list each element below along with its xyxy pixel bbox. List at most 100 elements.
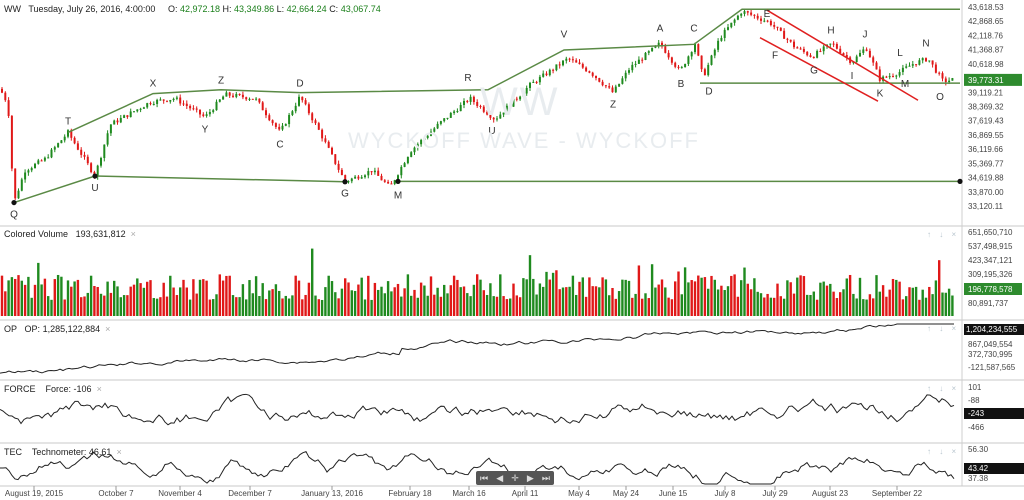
candle-body — [433, 128, 436, 132]
volume-bar — [93, 286, 96, 316]
volume-bar — [855, 298, 858, 316]
candle-body — [634, 63, 637, 65]
candle-body — [621, 78, 624, 84]
volume-bar — [132, 284, 136, 316]
candle-body — [136, 109, 139, 112]
volume-bar — [839, 292, 842, 316]
volume-bar — [162, 282, 165, 316]
candle-body — [397, 175, 399, 181]
candle-body — [30, 168, 33, 171]
volume-bar — [594, 286, 598, 316]
candle-body — [469, 96, 472, 102]
candle-body — [166, 100, 168, 102]
volume-bar — [631, 297, 634, 316]
volume-bar — [561, 287, 565, 316]
volume-bar — [881, 285, 885, 316]
tec-pane-header: TEC Technometer: 46.61 × — [4, 447, 122, 457]
candle-body — [588, 71, 591, 73]
force-pane-controls[interactable]: ↑ ↓ × — [927, 384, 960, 393]
candle-body — [888, 76, 891, 78]
scroll-left-icon[interactable]: ◀ — [496, 472, 504, 483]
candle-body — [680, 67, 683, 69]
candle-body — [835, 43, 838, 49]
candle-body — [327, 141, 330, 148]
tec-pane-controls[interactable]: ↑ ↓ × — [927, 447, 960, 456]
volume-bar — [20, 280, 23, 316]
price-tick-label: 34,619.88 — [968, 174, 1004, 183]
candle-body — [162, 99, 165, 101]
volume-bar — [687, 282, 690, 316]
candle-body — [690, 52, 693, 57]
force-tick-label: 101 — [968, 383, 982, 392]
close-icon[interactable]: × — [130, 229, 136, 239]
candle-body — [215, 101, 218, 111]
volume-bar — [380, 286, 383, 316]
candle-body — [373, 170, 376, 173]
volume-bar — [525, 279, 528, 316]
volume-bar — [403, 288, 406, 316]
candle-body — [476, 102, 479, 106]
candle-body — [700, 55, 703, 70]
scroll-right-icon[interactable]: ▶ — [526, 472, 534, 483]
candle-body — [624, 72, 627, 79]
op-tick-label: 867,049,554 — [968, 340, 1013, 349]
volume-bar — [142, 287, 146, 316]
candle-body — [697, 44, 700, 56]
close-icon[interactable]: × — [96, 384, 102, 394]
candle-body — [575, 60, 578, 63]
candle-body — [802, 48, 805, 52]
volume-pane-controls[interactable]: ↑ ↓ × — [927, 230, 960, 239]
close-icon[interactable]: × — [116, 447, 122, 457]
candle-body — [733, 19, 736, 23]
volume-bar — [122, 295, 126, 316]
candle-body — [47, 157, 50, 159]
volume-bar — [70, 286, 73, 316]
candle-body — [875, 62, 878, 70]
volume-bar — [835, 298, 839, 316]
volume-bar — [119, 297, 122, 316]
candle-body — [753, 14, 756, 16]
volume-bar — [565, 287, 568, 316]
volume-bar — [868, 294, 872, 316]
volume-bar — [848, 274, 852, 316]
move-icon[interactable]: ✛ — [511, 472, 519, 483]
volume-bar — [509, 298, 512, 316]
candle-body — [73, 137, 76, 144]
candle-body — [232, 95, 234, 97]
volume-bar — [736, 296, 740, 316]
candle-body — [248, 98, 251, 100]
op-pane-controls[interactable]: ↑ ↓ × — [927, 324, 960, 333]
volume-bar — [192, 279, 195, 316]
volume-bar — [152, 298, 155, 316]
candle-body — [816, 50, 819, 58]
volume-bar — [763, 297, 766, 316]
current-force-label: -243 — [968, 409, 985, 418]
volume-bar — [218, 274, 221, 316]
volume-bar — [264, 299, 268, 316]
candle-body — [545, 73, 548, 76]
volume-bar — [367, 275, 370, 316]
volume-bar — [796, 277, 799, 316]
volume-bar — [274, 284, 278, 316]
candle-body — [20, 179, 23, 191]
price-tick-label: 38,369.32 — [968, 103, 1004, 112]
volume-bar — [627, 280, 631, 316]
close-icon[interactable]: × — [105, 324, 111, 334]
volume-bar — [443, 284, 446, 316]
wave-label: D — [705, 86, 712, 97]
last-page-icon[interactable]: ⏭ — [541, 472, 550, 483]
candle-body — [892, 76, 894, 78]
candle-body — [512, 98, 515, 107]
volume-bar — [146, 281, 149, 316]
candle-body — [651, 47, 654, 52]
price-tick-label: 33,870.00 — [968, 188, 1004, 197]
volume-bar — [905, 296, 908, 316]
volume-bar — [37, 262, 40, 316]
tec-pane-name: TEC — [4, 447, 22, 457]
volume-bar — [749, 289, 753, 316]
candle-body — [829, 43, 832, 45]
candle-body — [809, 55, 812, 57]
first-page-icon[interactable]: ⏮ — [480, 472, 489, 483]
candle-body — [202, 114, 205, 116]
